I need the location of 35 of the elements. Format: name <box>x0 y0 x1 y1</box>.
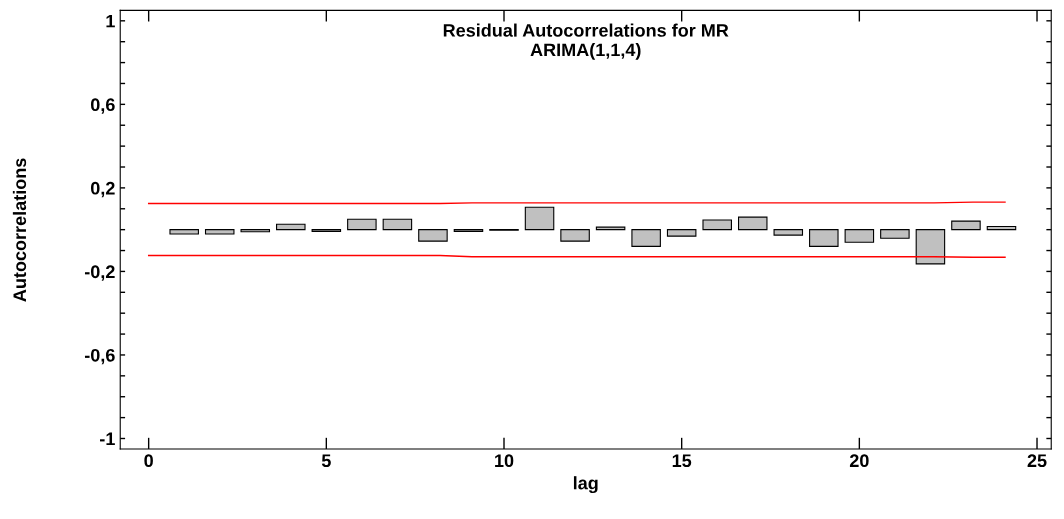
y-tick-label: 1 <box>106 14 115 28</box>
bar <box>737 216 768 231</box>
bar <box>631 229 661 247</box>
bar <box>240 229 271 233</box>
bar <box>524 206 555 231</box>
bar <box>382 218 413 231</box>
y-tick-label: 0,6 <box>90 98 115 114</box>
x-tick-label: 20 <box>849 454 869 468</box>
bar <box>169 229 199 235</box>
bar <box>347 218 377 231</box>
bar <box>666 229 697 237</box>
x-tick-label: 10 <box>495 454 514 468</box>
text: Residual Autocorrelations for MR ARIMA(1,1,4) <box>443 23 729 60</box>
bar <box>844 229 875 243</box>
bar <box>702 219 732 231</box>
bar <box>809 229 839 247</box>
y-tick-label: 0,2 <box>90 181 115 198</box>
x-tick-label: 0 <box>144 454 153 468</box>
bar <box>773 229 804 236</box>
y-axis-title: Autocorrelations <box>12 158 27 302</box>
x-tick-label: 5 <box>321 454 331 468</box>
y-tick-label: -1 <box>100 432 115 446</box>
bar <box>418 229 448 242</box>
y-tick-label: -0,6 <box>84 348 115 365</box>
bar <box>560 229 590 242</box>
bar <box>915 229 946 265</box>
bar <box>880 229 910 239</box>
bar <box>951 220 981 231</box>
x-tick-label: 15 <box>672 454 692 468</box>
bar <box>276 223 306 231</box>
x-tick-label: 25 <box>1027 454 1047 468</box>
bar <box>986 225 1017 231</box>
y-tick-label: -0,2 <box>84 265 115 281</box>
bar <box>204 229 235 235</box>
x-axis-title: lag <box>573 476 598 494</box>
